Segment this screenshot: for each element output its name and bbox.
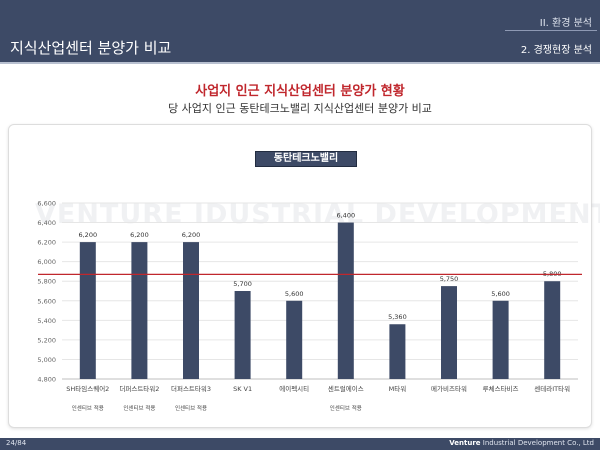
- bar: [234, 291, 251, 379]
- page-number: 24/84: [6, 439, 27, 447]
- data-label: 5,360: [388, 313, 407, 321]
- y-tick-label: 4,800: [37, 376, 56, 384]
- data-label: 5,750: [440, 275, 459, 283]
- y-tick-label: 5,800: [37, 278, 56, 286]
- company-name-rest: Industrial Development Co., Ltd: [480, 439, 594, 447]
- bar: [79, 242, 96, 379]
- data-label: 6,400: [336, 212, 355, 220]
- y-tick-label: 5,200: [37, 336, 56, 344]
- x-tick-label: SH타임스퀘어2: [66, 384, 109, 393]
- section-label: II. 환경 분석: [539, 18, 592, 29]
- y-tick-label: 5,400: [37, 317, 56, 325]
- bar: [389, 324, 406, 379]
- bar: [183, 242, 199, 379]
- data-label: 6,200: [78, 231, 97, 239]
- y-tick-label: 5,600: [37, 297, 56, 305]
- x-tick-label: 더퍼스트타워3: [171, 384, 211, 393]
- header-divider: [0, 62, 600, 64]
- x-tick-label: 에이펙시티: [279, 384, 309, 393]
- bar-note: 인센티브 적용: [123, 404, 155, 412]
- data-label: 6,200: [182, 231, 201, 239]
- bar: [492, 300, 509, 379]
- section-divider: [505, 30, 597, 31]
- slide-title: 지식산업센터 분양가 비교: [10, 39, 172, 57]
- x-tick-label: 루체스타비즈: [483, 384, 519, 393]
- data-label: 5,600: [285, 290, 304, 298]
- bar: [131, 242, 148, 379]
- data-label: 6,200: [130, 231, 149, 239]
- chart-subtitle: 당 사업지 인근 동탄테크노밸리 지식산업센터 분양가 비교: [168, 102, 432, 115]
- bar: [286, 300, 303, 379]
- header-bar: [0, 0, 600, 62]
- x-tick-label: 메가비즈타워: [431, 384, 467, 393]
- bar-note: 인센티브 적용: [330, 404, 362, 412]
- y-tick-label: 5,000: [37, 356, 56, 364]
- data-label: 5,600: [491, 290, 510, 298]
- subsection-label: 2. 경쟁현장 분석: [520, 45, 592, 56]
- x-tick-label: 센트럴에이스: [328, 384, 364, 393]
- x-tick-label: SK V1: [233, 385, 252, 393]
- x-tick-label: M타워: [389, 384, 407, 393]
- bar: [441, 286, 457, 379]
- y-tick-label: 6,400: [37, 219, 56, 227]
- series-label: 동탄테크노밸리: [255, 151, 357, 167]
- chart-title: 사업지 인근 지식산업센터 분양가 현황: [195, 84, 405, 99]
- company-name: Venture Industrial Development Co., Ltd: [449, 439, 594, 447]
- y-tick-label: 6,000: [37, 258, 56, 266]
- company-name-bold: Venture: [449, 439, 481, 447]
- bar-note: 인센티브 적용: [72, 404, 104, 412]
- bar-note: 인센티브 적용: [175, 404, 207, 412]
- bar: [544, 281, 561, 379]
- footer-bar: [0, 438, 600, 450]
- bar: [337, 222, 354, 379]
- watermark: VENTURE IDUSTRIAL DEVELOPMENT: [35, 199, 600, 230]
- y-tick-label: 6,200: [37, 239, 56, 247]
- x-tick-label: 더퍼스트타워2: [119, 384, 159, 393]
- y-tick-label: 6,600: [37, 200, 56, 208]
- x-tick-label: 센테라IT타워: [534, 384, 570, 393]
- data-label: 5,700: [233, 280, 252, 288]
